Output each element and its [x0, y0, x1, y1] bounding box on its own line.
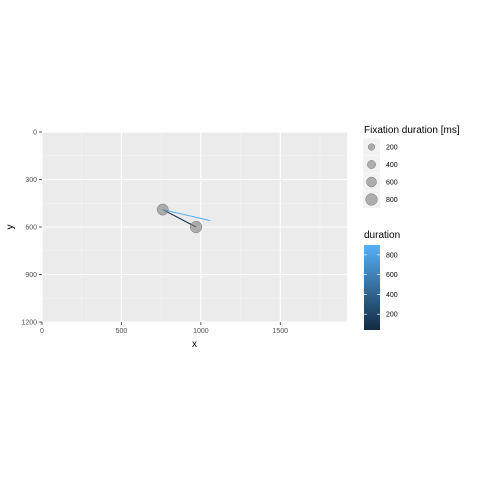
saccade-line	[162, 209, 211, 222]
x-tick-label: 1500	[272, 328, 288, 335]
saccade-paths	[162, 209, 211, 228]
y-tick-label: 300	[25, 177, 37, 184]
color-legend-label: 400	[386, 292, 398, 299]
x-tick-label: 1000	[193, 328, 209, 335]
x-axis-title: x	[192, 339, 197, 350]
size-legend-label: 200	[386, 145, 398, 152]
size-legend-title: Fixation duration [ms]	[364, 125, 460, 136]
size-legend-point	[367, 160, 376, 169]
size-legend: Fixation duration [ms] 200 400 600 800	[363, 125, 460, 208]
y-tick-label: 1200	[21, 320, 37, 327]
color-legend-label: 800	[386, 252, 398, 259]
size-legend-point	[368, 143, 375, 151]
fixation-point	[190, 220, 203, 234]
y-tick-label: 600	[25, 225, 37, 232]
x-tick-label: 0	[40, 328, 44, 335]
x-axis: 0 500 1000 1500	[40, 322, 288, 335]
color-legend-label: 200	[386, 312, 398, 319]
y-tick-label: 900	[25, 272, 37, 279]
color-legend-title: duration	[364, 230, 400, 241]
x-tick-label: 500	[116, 328, 128, 335]
size-legend-point	[366, 176, 377, 188]
saccade-line	[162, 209, 197, 228]
color-legend-label: 600	[386, 272, 398, 279]
y-tick-label: 0	[33, 130, 37, 137]
color-legend: duration 200 400 600 800	[364, 230, 400, 330]
y-axis-title: y	[5, 225, 16, 230]
fixation-points	[156, 203, 203, 234]
size-legend-point	[365, 193, 378, 206]
size-legend-label: 800	[386, 197, 398, 204]
size-legend-label: 400	[386, 162, 398, 169]
color-legend-bar	[364, 245, 380, 330]
fixation-point	[156, 203, 169, 216]
size-legend-label: 600	[386, 180, 398, 187]
y-axis: 0 300 600 900 1200	[21, 130, 42, 327]
